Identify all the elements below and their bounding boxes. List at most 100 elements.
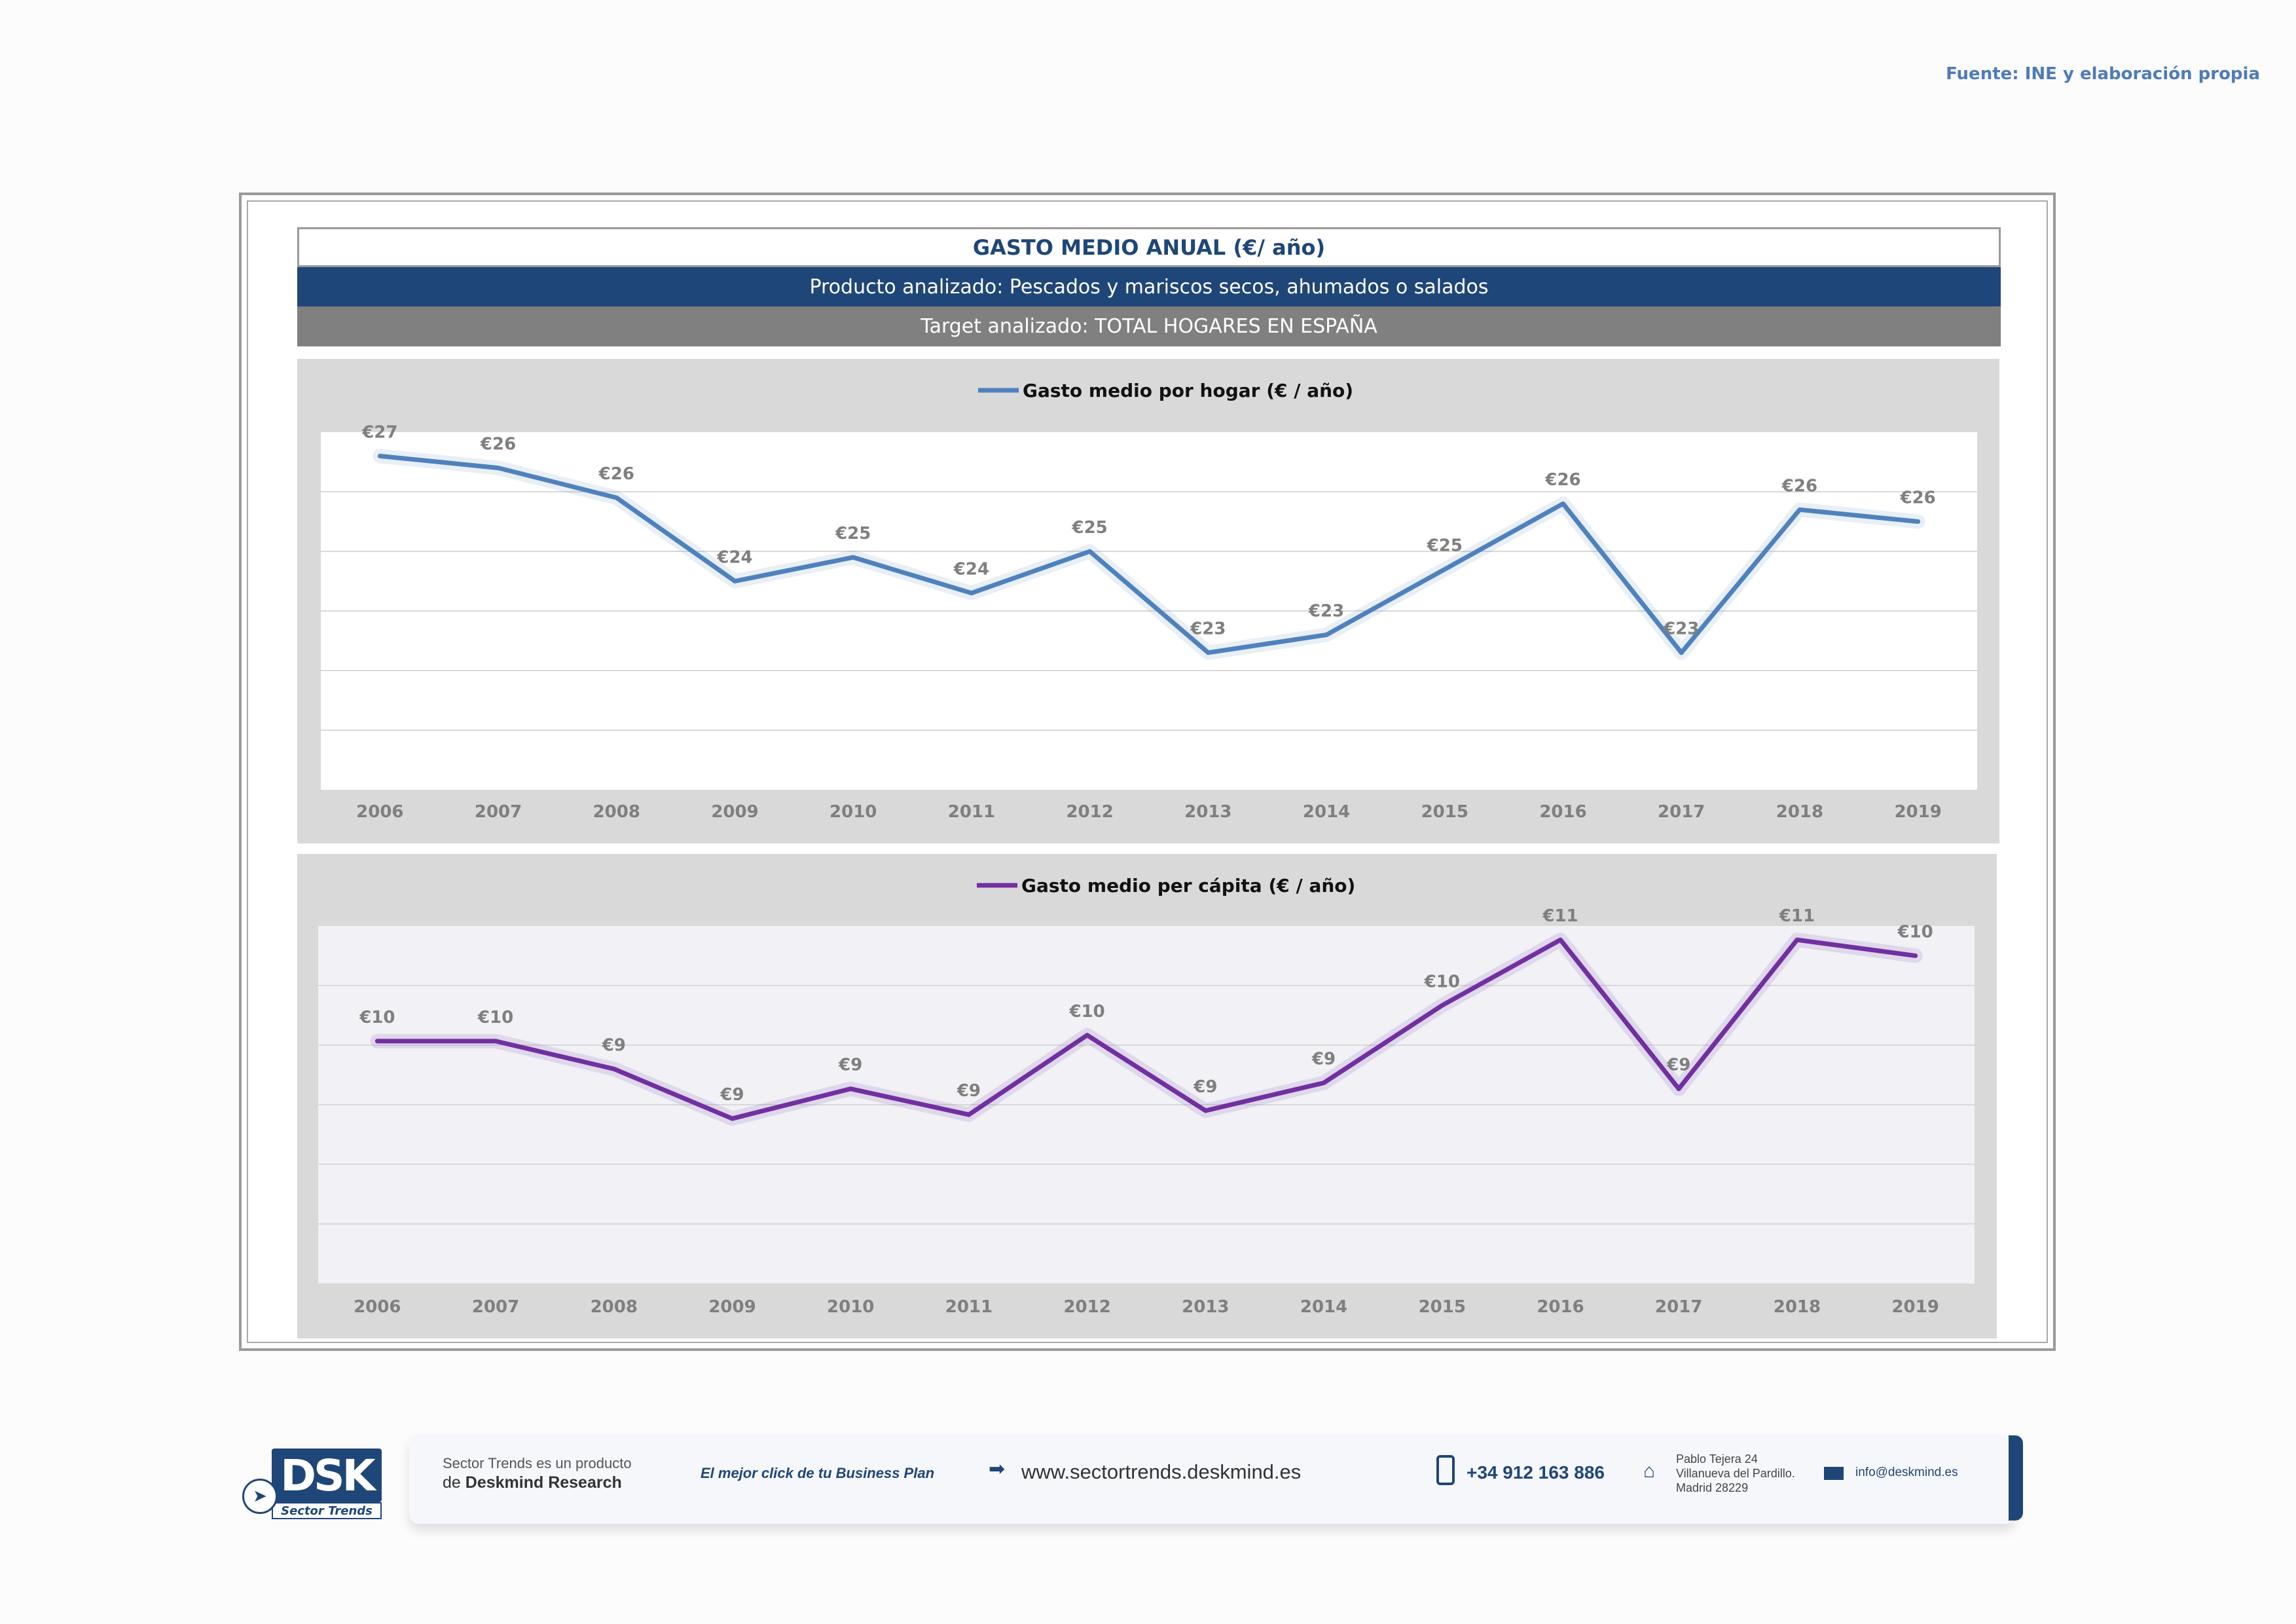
report-title: GASTO MEDIO ANUAL (€/ año)	[297, 227, 2001, 267]
x-tick-label: 2011	[945, 1297, 993, 1317]
phone-number[interactable]: +34 912 163 886	[1467, 1462, 1605, 1483]
data-point	[1795, 938, 1799, 942]
chart-per-capita: Gasto medio per cápita (€ / año) €10 2006 €…	[297, 854, 1997, 1338]
source-note: Fuente: INE y elaboración propia	[1946, 64, 2260, 84]
data-point	[378, 454, 382, 458]
data-point	[614, 496, 619, 500]
x-tick-label: 2016	[1537, 1297, 1584, 1317]
data-label: €10	[1069, 1002, 1105, 1022]
x-tick-label: 2010	[827, 1297, 874, 1317]
x-tick-label: 2017	[1658, 802, 1705, 822]
x-tick-label: 2007	[475, 802, 522, 822]
x-tick-label: 2013	[1182, 1297, 1229, 1317]
address-line3: Madrid 28229	[1676, 1481, 1749, 1494]
data-point	[1561, 502, 1565, 506]
data-label: €11	[1779, 906, 1815, 926]
website-link[interactable]: www.sectortrends.deskmind.es	[1021, 1460, 1302, 1483]
data-label: €9	[1311, 1050, 1336, 1069]
data-label: €9	[838, 1056, 862, 1075]
x-tick-label: 2009	[711, 802, 758, 822]
x-tick-label: 2011	[948, 802, 995, 822]
data-point	[1558, 938, 1563, 942]
x-tick-label: 2008	[593, 802, 640, 822]
footer-banner	[409, 1435, 2023, 1524]
data-label: €9	[1193, 1077, 1217, 1097]
x-tick-label: 2019	[1894, 802, 1941, 822]
legend-label: Gasto medio per cápita (€ / año)	[1021, 875, 1355, 896]
x-tick-label: 2016	[1539, 802, 1586, 822]
deskmind-logo: DSK Sector Trends ➤	[242, 1449, 386, 1521]
x-tick-label: 2008	[591, 1297, 638, 1317]
footer-line1: Sector Trends es un producto	[443, 1455, 632, 1471]
x-tick-label: 2009	[708, 1297, 756, 1317]
data-label: €24	[716, 548, 752, 568]
data-point	[969, 591, 974, 595]
data-point	[1677, 1086, 1681, 1091]
email-link[interactable]: info@deskmind.es	[1855, 1466, 1958, 1479]
x-tick-label: 2018	[1774, 1297, 1821, 1317]
data-label: €25	[835, 524, 871, 544]
data-label: €23	[1663, 619, 1699, 639]
address-line1: Pablo Tejera 24	[1676, 1452, 1758, 1466]
data-point	[1322, 1080, 1326, 1085]
data-point	[1440, 1003, 1444, 1008]
data-point	[1324, 633, 1329, 637]
data-point	[1679, 650, 1684, 655]
x-tick-label: 2012	[1063, 1297, 1110, 1317]
data-point	[1442, 567, 1447, 572]
x-tick-label: 2014	[1300, 1297, 1347, 1317]
data-point	[1913, 953, 1918, 958]
data-label: €23	[1190, 619, 1226, 639]
data-label: €27	[361, 422, 397, 442]
x-tick-label: 2006	[356, 802, 403, 822]
data-label: €10	[477, 1008, 513, 1027]
data-point	[1087, 549, 1092, 553]
data-label: €9	[602, 1035, 626, 1055]
x-tick-label: 2019	[1891, 1297, 1939, 1317]
data-point	[1797, 507, 1802, 512]
footer-line2: de Deskmind Research	[443, 1473, 622, 1492]
data-label: €25	[1427, 536, 1463, 555]
x-tick-label: 2010	[829, 802, 877, 822]
data-label: €26	[598, 464, 634, 484]
logo-arrow-icon: ➤	[242, 1479, 278, 1514]
data-label: €9	[720, 1085, 744, 1105]
data-label: €26	[1544, 470, 1580, 490]
data-point	[730, 1116, 735, 1121]
footer-slogan: El mejor click de tu Business Plan	[701, 1465, 935, 1481]
footer-line2-prefix: de	[443, 1473, 465, 1492]
data-label: €26	[1900, 489, 1936, 508]
logo-subtitle: Sector Trends	[272, 1502, 382, 1519]
phone-icon	[1436, 1455, 1455, 1485]
x-tick-label: 2018	[1776, 802, 1823, 822]
address-line2: Villanueva del Pardillo.	[1676, 1467, 1795, 1480]
chart-svg-0: Gasto medio por hogar (€ / año) €27 2006 €2…	[321, 380, 1977, 822]
data-label: €11	[1542, 906, 1578, 926]
data-point	[966, 1113, 971, 1117]
x-tick-label: 2014	[1303, 802, 1350, 822]
footer-accent-bar	[2009, 1435, 2023, 1521]
legend-label: Gasto medio por hogar (€ / año)	[1023, 380, 1353, 401]
series-line	[377, 453, 1921, 655]
chart-svg-1: Gasto medio per cápita (€ / año) €10 2006 €…	[318, 875, 1975, 1317]
data-point	[496, 466, 501, 470]
x-tick-label: 2012	[1066, 802, 1113, 822]
data-label: €26	[1781, 476, 1817, 496]
chart-household: Gasto medio por hogar (€ / año) €27 2006 €2…	[297, 359, 1999, 843]
x-tick-label: 2015	[1421, 802, 1468, 822]
footer-brand: Deskmind Research	[465, 1473, 622, 1492]
data-point	[851, 555, 856, 560]
data-point	[733, 579, 737, 583]
data-label: €9	[1666, 1056, 1690, 1075]
data-label: €25	[1072, 518, 1108, 538]
logo-mark: DSK	[272, 1449, 382, 1502]
x-tick-label: 2006	[354, 1297, 401, 1317]
data-label: €10	[1424, 972, 1460, 991]
data-point	[848, 1086, 853, 1091]
data-label: €9	[957, 1081, 981, 1101]
data-point	[1206, 650, 1211, 655]
mail-icon	[1824, 1467, 1844, 1480]
target-banner: Target analizado: TOTAL HOGARES EN ESPAÑ…	[297, 306, 2001, 346]
series-line	[374, 937, 1918, 1121]
data-label: €10	[1897, 923, 1933, 942]
